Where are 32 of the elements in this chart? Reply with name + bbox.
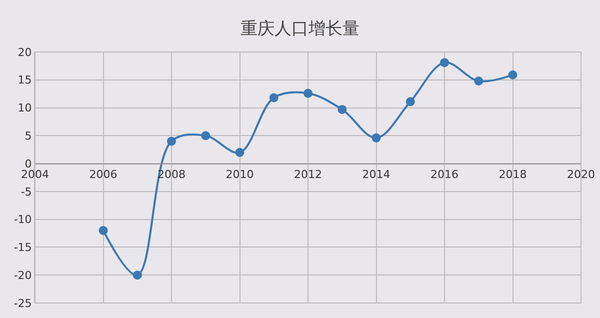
point — [474, 76, 484, 86]
y-tick-label: 10 — [18, 102, 32, 115]
x-tick-label: 2016 — [430, 168, 458, 181]
y-tick-label: -15 — [14, 241, 32, 254]
y-tick-label: -10 — [14, 213, 32, 226]
point — [304, 88, 312, 98]
y-tick-label: -25 — [14, 296, 32, 310]
point — [440, 58, 449, 68]
point — [372, 133, 381, 142]
point — [132, 270, 142, 280]
point — [167, 136, 176, 146]
x-tick-label: 2014 — [362, 168, 390, 181]
y-tick-label: -5 — [20, 185, 32, 198]
point — [269, 93, 278, 102]
y-tick-label: -20 — [14, 268, 32, 282]
point — [508, 70, 518, 80]
point — [235, 148, 244, 157]
y-tick-label: 15 — [18, 74, 32, 87]
y-tick-label: 0 — [24, 157, 32, 170]
point — [201, 131, 210, 140]
y-tick-label: 20 — [18, 46, 32, 59]
point — [338, 104, 347, 114]
chart-title: 重庆人口增长量 — [240, 19, 360, 40]
point — [406, 97, 415, 106]
x-tick-label: 2010 — [226, 168, 254, 181]
x-tick-label: 2012 — [294, 168, 322, 181]
x-tick-label: 2020 — [567, 168, 595, 181]
x-tick-label: 2006 — [89, 168, 118, 181]
x-tick-label: 2004 — [21, 168, 49, 181]
point — [98, 226, 108, 235]
y-tick-label: 5 — [24, 130, 32, 143]
x-tick-label: 2018 — [498, 168, 527, 181]
